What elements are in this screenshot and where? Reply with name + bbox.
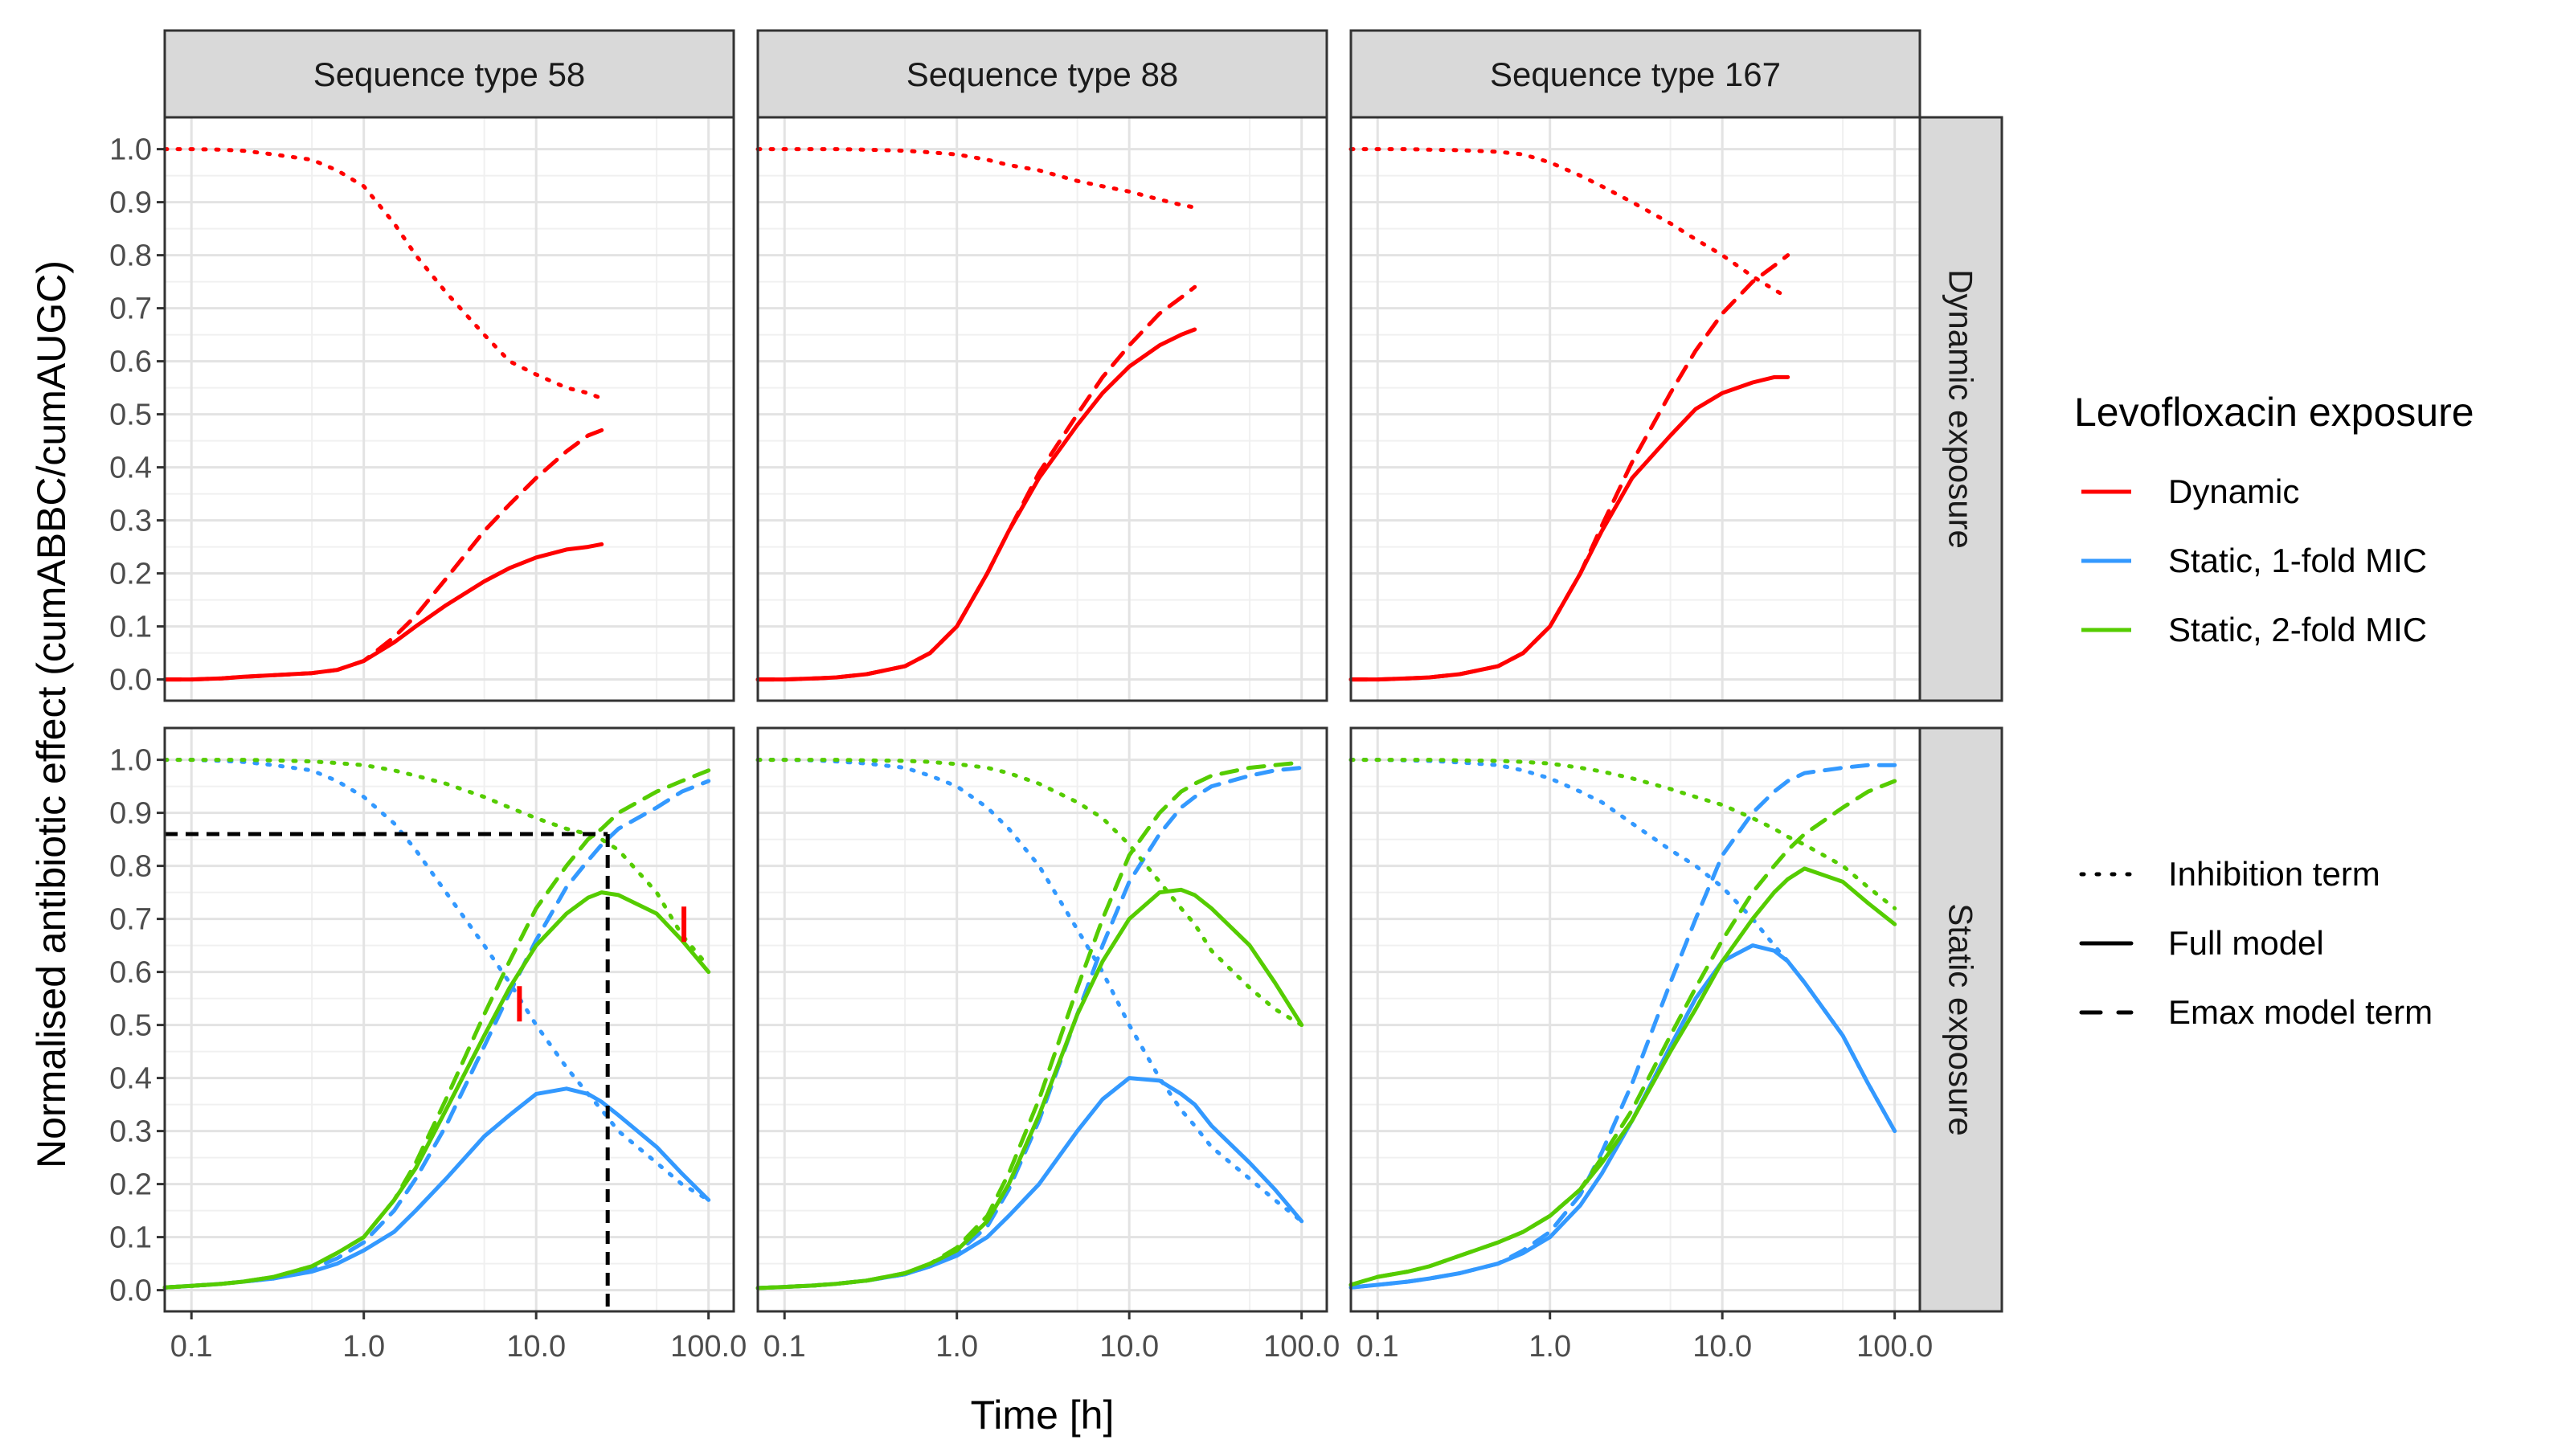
- panel-static-exposure-sequence-type-167: 0.1 1.0 10.0 100.0: [1348, 726, 1933, 1364]
- legend-label: Static, 2-fold MIC: [2168, 611, 2427, 648]
- y-tick-label: 1.0: [109, 744, 152, 778]
- y-tick-label: 0.5: [109, 1009, 152, 1043]
- row-strip-dynamic-exposure: Dynamic exposure: [1918, 116, 2003, 702]
- legend-label: Full model: [2168, 924, 2324, 962]
- strip-background: [1349, 29, 1921, 119]
- legend-title: Levofloxacin exposure: [2074, 390, 2474, 435]
- x-tick-label: 100.0: [1856, 1330, 1933, 1364]
- y-tick-label: 0.4: [109, 452, 152, 485]
- y-tick-label: 1.0: [109, 133, 152, 167]
- strip-label: Sequence type 88: [906, 55, 1179, 93]
- y-tick-label: 0.6: [109, 956, 152, 990]
- panel-background: [1351, 728, 1920, 1311]
- x-tick-label: 100.0: [1263, 1330, 1340, 1364]
- x-tick-label: 100.0: [670, 1330, 747, 1364]
- y-tick-label: 0.9: [109, 797, 152, 831]
- y-tick-label: 0.1: [109, 1221, 152, 1255]
- strip-label: Static exposure: [1942, 903, 1980, 1136]
- column-strip-sequence-type-88: Sequence type 88: [756, 29, 1328, 119]
- series-dynamic-inhibition-term: [162, 147, 604, 401]
- series-static-1-fold-mic-inhibition-term: [162, 758, 711, 1202]
- strip-label: Sequence type 58: [313, 55, 586, 93]
- y-tick-label: 0.2: [109, 1168, 152, 1202]
- series-static-1-fold-mic-emax-model-term: [1348, 763, 1897, 1290]
- y-tick-label: 0.3: [109, 505, 152, 538]
- row-strip-static-exposure: Static exposure: [1918, 726, 2003, 1313]
- y-tick-label: 0.9: [109, 186, 152, 220]
- legend-label: Emax model term: [2168, 993, 2433, 1031]
- series-dynamic-emax-model-term: [755, 284, 1197, 682]
- x-tick-label: 10.0: [1099, 1330, 1159, 1364]
- panel-static-exposure-sequence-type-88: 0.1 1.0 10.0 100.0: [755, 726, 1340, 1364]
- column-strip-sequence-type-58: Sequence type 58: [163, 29, 735, 119]
- legend-label: Dynamic: [2168, 472, 2299, 510]
- panel-border: [756, 726, 1328, 1313]
- y-tick-label: 0.7: [109, 903, 152, 937]
- y-tick-label: 0.4: [109, 1062, 152, 1096]
- y-axis-title: Normalised antibiotic effect (cumABBC/cu…: [29, 260, 74, 1168]
- x-tick-label: 0.1: [1357, 1330, 1399, 1364]
- x-tick-label: 10.0: [1692, 1330, 1752, 1364]
- strip-background: [163, 29, 735, 119]
- x-tick-label: 1.0: [935, 1330, 978, 1364]
- x-tick-label: 0.1: [170, 1330, 213, 1364]
- y-tick-label: 0.2: [109, 558, 152, 591]
- y-tick-label: 0.5: [109, 399, 152, 432]
- panel-background: [165, 117, 734, 701]
- y-tick-label: 0.7: [109, 292, 152, 326]
- y-tick-label: 0.1: [109, 611, 152, 644]
- series-dynamic-inhibition-term: [1348, 147, 1790, 300]
- legend-color: Levofloxacin exposure Dynamic Static, 1-fo…: [2074, 390, 2474, 648]
- strip-label: Sequence type 167: [1490, 55, 1781, 93]
- x-axis-title: Time [h]: [971, 1393, 1115, 1438]
- series-static-2-fold-mic-emax-model-term: [755, 760, 1304, 1290]
- y-tick-label: 0.3: [109, 1115, 152, 1149]
- series-static-2-fold-mic-emax-model-term: [1348, 779, 1897, 1287]
- series-static-2-fold-mic-inhibition-term: [162, 758, 711, 969]
- y-tick-label: 0.0: [109, 664, 152, 697]
- column-strip-sequence-type-167: Sequence type 167: [1349, 29, 1921, 119]
- panel-background: [758, 117, 1327, 701]
- series-static-1-fold-mic-inhibition-term: [755, 758, 1304, 1224]
- x-tick-label: 1.0: [1528, 1330, 1571, 1364]
- legend-label: Static, 1-fold MIC: [2168, 542, 2427, 579]
- legend-label: Inhibition term: [2168, 855, 2380, 893]
- panel-dynamic-exposure-sequence-type-167: [1348, 116, 1921, 702]
- legend-linetype: Inhibition term Full model Emax model term: [2079, 855, 2433, 1031]
- y-tick-label: 0.6: [109, 346, 152, 379]
- series-dynamic-inhibition-term: [755, 147, 1197, 210]
- strip-background: [1918, 726, 2003, 1313]
- strip-label: Dynamic exposure: [1942, 269, 1980, 549]
- y-tick-label: 0.8: [109, 239, 152, 273]
- x-tick-label: 10.0: [506, 1330, 566, 1364]
- panel-static-exposure-sequence-type-58: 0.0 0.1 0.2 0.3 0.4 0.5 0.6 0.7 0.8 0.9 1.0 0.1 1.0 1…: [109, 726, 747, 1364]
- strip-background: [1918, 116, 2003, 702]
- series-dynamic-emax-model-term: [162, 427, 604, 682]
- x-tick-label: 0.1: [763, 1330, 806, 1364]
- y-tick-label: 0.8: [109, 850, 152, 884]
- panel-background: [758, 728, 1327, 1311]
- y-tick-label: 0.0: [109, 1274, 152, 1308]
- panel-background: [1351, 117, 1920, 701]
- series-dynamic-emax-model-term: [1348, 253, 1790, 682]
- panel-dynamic-exposure-sequence-type-88: [755, 116, 1328, 702]
- series-static-2-fold-mic-inhibition-term: [755, 758, 1304, 1028]
- panel-dynamic-exposure-sequence-type-58: 0.0 0.1 0.2 0.3 0.4 0.5 0.6 0.7 0.8 0.9 1.0: [109, 116, 735, 702]
- x-tick-label: 1.0: [342, 1330, 385, 1364]
- strip-background: [756, 29, 1328, 119]
- series-static-2-fold-mic-emax-model-term: [162, 768, 711, 1290]
- panel-border: [163, 726, 735, 1313]
- panel-background: [165, 728, 734, 1311]
